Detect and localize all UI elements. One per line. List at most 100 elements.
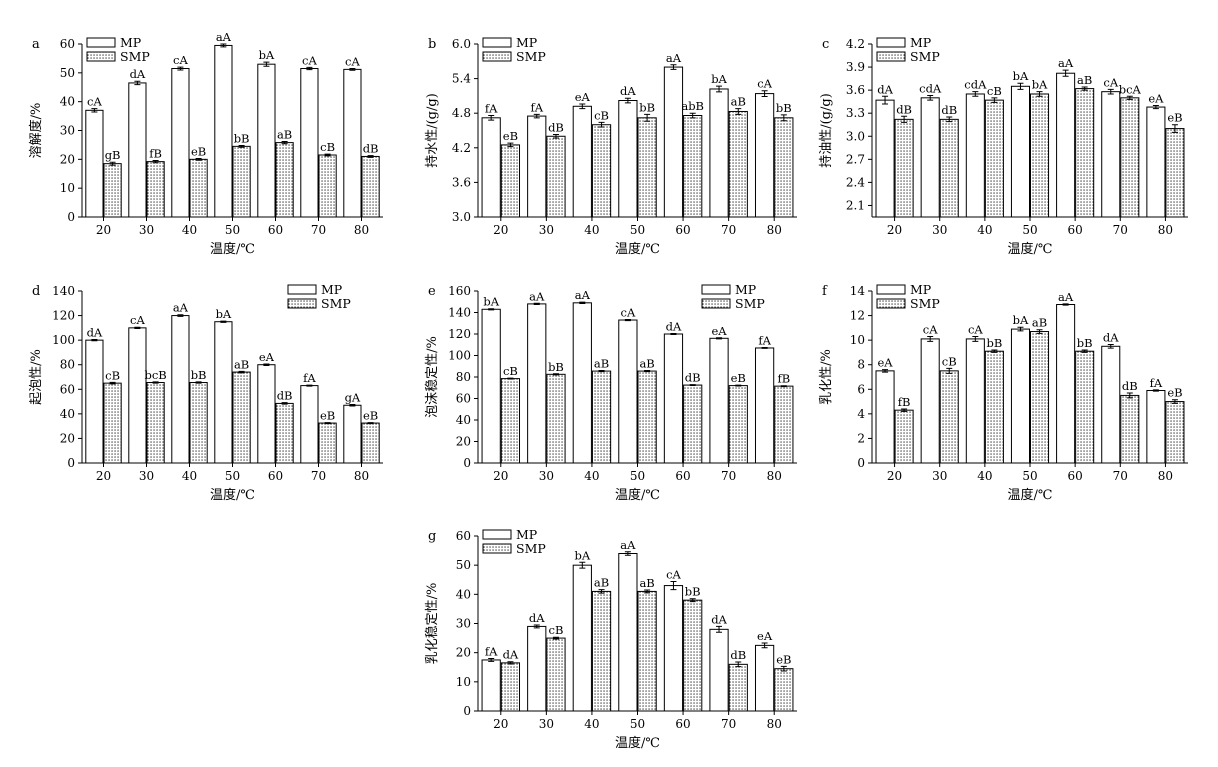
error-bar [927,335,934,342]
error-bar [716,625,723,633]
bar-mp-40 [171,68,190,218]
bar-mp-20 [481,308,501,464]
significance-label: cA [87,95,102,109]
significance-label: bB [548,360,564,374]
bar-smp-80 [361,422,380,464]
y-tick-label: 80 [60,358,75,372]
significance-label: aB [277,127,292,141]
y-tick-label: 2 [857,431,865,445]
x-tick-label: 70 [721,469,736,483]
error-bar [195,381,202,384]
bar-mp-60 [663,585,684,712]
significance-label: bcB [144,368,166,382]
bar-mp-30 [128,327,147,464]
legend-label-smp: SMP [910,49,940,64]
significance-label: aA [1058,56,1074,70]
x-tick-label: 50 [1022,469,1037,483]
significance-label: cA [173,53,188,67]
x-tick-label: 30 [139,469,154,483]
x-tick-label: 80 [767,469,782,483]
y-tick-label: 60 [456,529,471,543]
significance-label: dB [1122,379,1138,393]
y-tick-label: 3.0 [452,210,471,224]
significance-label: bB [685,585,701,599]
bar-mp-80 [754,347,775,464]
significance-label: fA [530,100,543,114]
significance-label: eB [776,652,791,666]
error-bar [991,349,998,353]
bar-mp-50 [1010,85,1031,218]
bar-smp-50 [637,590,657,712]
bar-smp-20 [894,118,914,218]
significance-label: bA [1032,78,1048,92]
significance-label: aA [620,538,636,552]
x-tick-label: 60 [675,223,690,237]
error-bar [689,112,696,119]
significance-label: cA [345,55,360,69]
x-tick-label: 30 [539,717,554,731]
error-bar [152,381,159,384]
significance-label: gA [345,391,361,405]
y-tick-label: 140 [52,284,75,298]
x-axis-title: 温度/℃ [210,241,255,257]
legend-label-smp: SMP [120,49,150,64]
significance-label: aB [1032,316,1047,330]
y-tick-label: 4.8 [452,106,471,120]
bar-smp-30 [146,161,165,218]
error-bar [507,377,514,380]
y-tick-label: 40 [60,95,75,109]
y-tick-label: 30 [60,124,75,138]
bar-mp-80 [754,644,775,712]
x-tick-label: 60 [675,469,690,483]
significance-label: fA [1150,376,1163,390]
bar-mp-70 [709,628,729,712]
error-bar [624,97,631,104]
y-axis-title: 乳化性/% [819,349,834,405]
x-tick-label: 30 [539,223,554,237]
x-tick-label: 70 [311,223,326,237]
bar-smp-60 [683,599,703,712]
significance-label: cA [1103,75,1118,89]
significance-label: eA [757,629,773,643]
significance-label: aA [216,30,232,44]
significance-label: cA [302,53,317,67]
bar-mp-50 [618,100,638,218]
error-bar [324,153,331,157]
error-bar [624,551,631,556]
legend-swatch-mp [876,284,906,295]
significance-label: bB [234,131,250,145]
error-bar [91,339,98,342]
bar-smp-20 [103,382,122,464]
bar-mp-30 [527,303,547,464]
bar-mp-40 [965,338,985,464]
x-tick-label: 20 [493,223,508,237]
error-bar [349,404,356,407]
significance-label: gB [105,148,121,162]
x-axis-title: 温度/℃ [1008,487,1053,503]
x-tick-label: 70 [721,717,736,731]
error-bar [598,370,605,373]
significance-label: aB [639,576,654,590]
x-tick-label: 40 [584,717,599,731]
bar-smp-50 [232,371,251,464]
y-tick-label: 10 [850,333,865,347]
legend-swatch-smp [482,51,512,62]
bar-smp-40 [189,382,208,464]
legend-label-smp: SMP [321,296,351,311]
y-tick-label: 2.1 [846,198,865,212]
bar-smp-40 [984,350,1004,464]
legend-swatch-mp [701,284,731,295]
chart-panel-g: g 0 10 20 30 40 50 60 20 fA dA 30 dA cB 40 bA aB 50 aA aB 60… [424,527,797,751]
bar-smp-70 [318,154,337,218]
error-bar [177,314,184,317]
error-bar [644,589,651,594]
bar-smp-50 [637,370,657,464]
significance-label: aB [594,357,609,371]
x-tick-label: 70 [311,469,326,483]
error-bar [488,658,495,662]
significance-label: dA [1103,330,1119,344]
significance-label: dB [277,389,293,403]
